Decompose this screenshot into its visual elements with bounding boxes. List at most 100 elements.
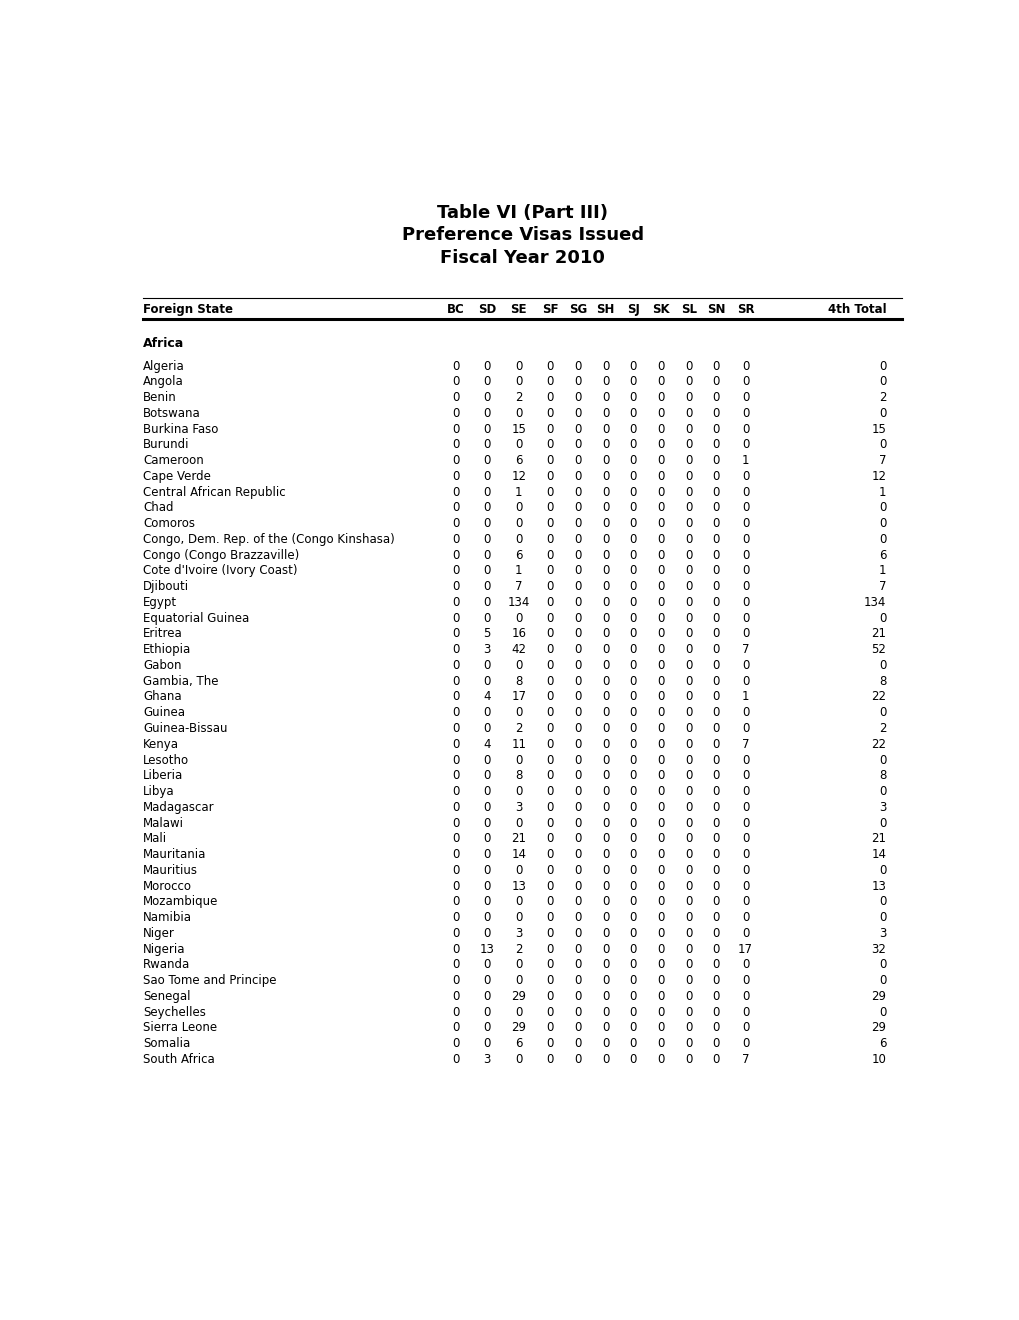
Text: 0: 0: [878, 611, 886, 624]
Text: 0: 0: [878, 659, 886, 672]
Text: 0: 0: [741, 375, 749, 388]
Text: 0: 0: [451, 486, 459, 499]
Text: 0: 0: [483, 438, 490, 451]
Text: 0: 0: [685, 879, 692, 892]
Text: Ghana: Ghana: [143, 690, 181, 704]
Text: SR: SR: [736, 304, 754, 315]
Text: 0: 0: [451, 595, 459, 609]
Text: 0: 0: [741, 595, 749, 609]
Text: 0: 0: [629, 565, 637, 577]
Text: Lesotho: Lesotho: [143, 754, 190, 767]
Text: 0: 0: [657, 391, 664, 404]
Text: 0: 0: [574, 863, 581, 876]
Text: 0: 0: [451, 454, 459, 467]
Text: 0: 0: [574, 879, 581, 892]
Text: 0: 0: [685, 549, 692, 562]
Text: 0: 0: [546, 470, 553, 483]
Text: 0: 0: [483, 422, 490, 436]
Text: 0: 0: [483, 549, 490, 562]
Text: 0: 0: [574, 770, 581, 783]
Text: 0: 0: [546, 863, 553, 876]
Text: 0: 0: [685, 438, 692, 451]
Text: 0: 0: [574, 738, 581, 751]
Text: 8: 8: [878, 675, 886, 688]
Text: 0: 0: [629, 454, 637, 467]
Text: 15: 15: [511, 422, 526, 436]
Text: 7: 7: [878, 581, 886, 593]
Text: Table VI (Part III): Table VI (Part III): [437, 205, 607, 222]
Text: 0: 0: [712, 1022, 719, 1035]
Text: 0: 0: [878, 895, 886, 908]
Text: 0: 0: [515, 754, 522, 767]
Text: 0: 0: [629, 359, 637, 372]
Text: 0: 0: [601, 911, 608, 924]
Text: 6: 6: [515, 549, 522, 562]
Text: 0: 0: [685, 722, 692, 735]
Text: 14: 14: [870, 847, 886, 861]
Text: SG: SG: [569, 304, 587, 315]
Text: 0: 0: [741, 359, 749, 372]
Text: 0: 0: [574, 895, 581, 908]
Text: 0: 0: [629, 595, 637, 609]
Text: 0: 0: [629, 927, 637, 940]
Text: 0: 0: [629, 375, 637, 388]
Text: 0: 0: [657, 611, 664, 624]
Text: SF: SF: [542, 304, 558, 315]
Text: 0: 0: [685, 595, 692, 609]
Text: Africa: Africa: [143, 338, 184, 350]
Text: 0: 0: [741, 817, 749, 829]
Text: Niger: Niger: [143, 927, 175, 940]
Text: 0: 0: [712, 595, 719, 609]
Text: 0: 0: [483, 1038, 490, 1051]
Text: 29: 29: [511, 1022, 526, 1035]
Text: 0: 0: [712, 533, 719, 546]
Text: 0: 0: [657, 502, 664, 515]
Text: 0: 0: [574, 1006, 581, 1019]
Text: 0: 0: [483, 754, 490, 767]
Text: 0: 0: [574, 706, 581, 719]
Text: 0: 0: [546, 533, 553, 546]
Text: Somalia: Somalia: [143, 1038, 191, 1051]
Text: 0: 0: [574, 502, 581, 515]
Text: Burkina Faso: Burkina Faso: [143, 422, 218, 436]
Text: 0: 0: [685, 911, 692, 924]
Text: Eritrea: Eritrea: [143, 627, 182, 640]
Text: 2: 2: [515, 942, 522, 956]
Text: 0: 0: [451, 895, 459, 908]
Text: 0: 0: [451, 422, 459, 436]
Text: 8: 8: [515, 675, 522, 688]
Text: 0: 0: [657, 974, 664, 987]
Text: 3: 3: [483, 643, 490, 656]
Text: 0: 0: [741, 927, 749, 940]
Text: 0: 0: [451, 1038, 459, 1051]
Text: 0: 0: [657, 422, 664, 436]
Text: 7: 7: [515, 581, 522, 593]
Text: 0: 0: [601, 549, 608, 562]
Text: 0: 0: [451, 659, 459, 672]
Text: 0: 0: [712, 627, 719, 640]
Text: SH: SH: [596, 304, 614, 315]
Text: Angola: Angola: [143, 375, 183, 388]
Text: 0: 0: [451, 770, 459, 783]
Text: Madagascar: Madagascar: [143, 801, 215, 813]
Text: 10: 10: [870, 1053, 886, 1065]
Text: 0: 0: [483, 706, 490, 719]
Text: 0: 0: [657, 581, 664, 593]
Text: Sierra Leone: Sierra Leone: [143, 1022, 217, 1035]
Text: 0: 0: [601, 407, 608, 420]
Text: 0: 0: [601, 895, 608, 908]
Text: 0: 0: [546, 722, 553, 735]
Text: 0: 0: [629, 422, 637, 436]
Text: 0: 0: [629, 990, 637, 1003]
Text: 1: 1: [741, 454, 749, 467]
Text: 0: 0: [878, 706, 886, 719]
Text: 2: 2: [878, 722, 886, 735]
Text: 15: 15: [870, 422, 886, 436]
Text: Cote d'Ivoire (Ivory Coast): Cote d'Ivoire (Ivory Coast): [143, 565, 298, 577]
Text: Ethiopia: Ethiopia: [143, 643, 192, 656]
Text: 0: 0: [601, 502, 608, 515]
Text: 0: 0: [546, 990, 553, 1003]
Text: 0: 0: [712, 517, 719, 531]
Text: 0: 0: [685, 375, 692, 388]
Text: 0: 0: [741, 407, 749, 420]
